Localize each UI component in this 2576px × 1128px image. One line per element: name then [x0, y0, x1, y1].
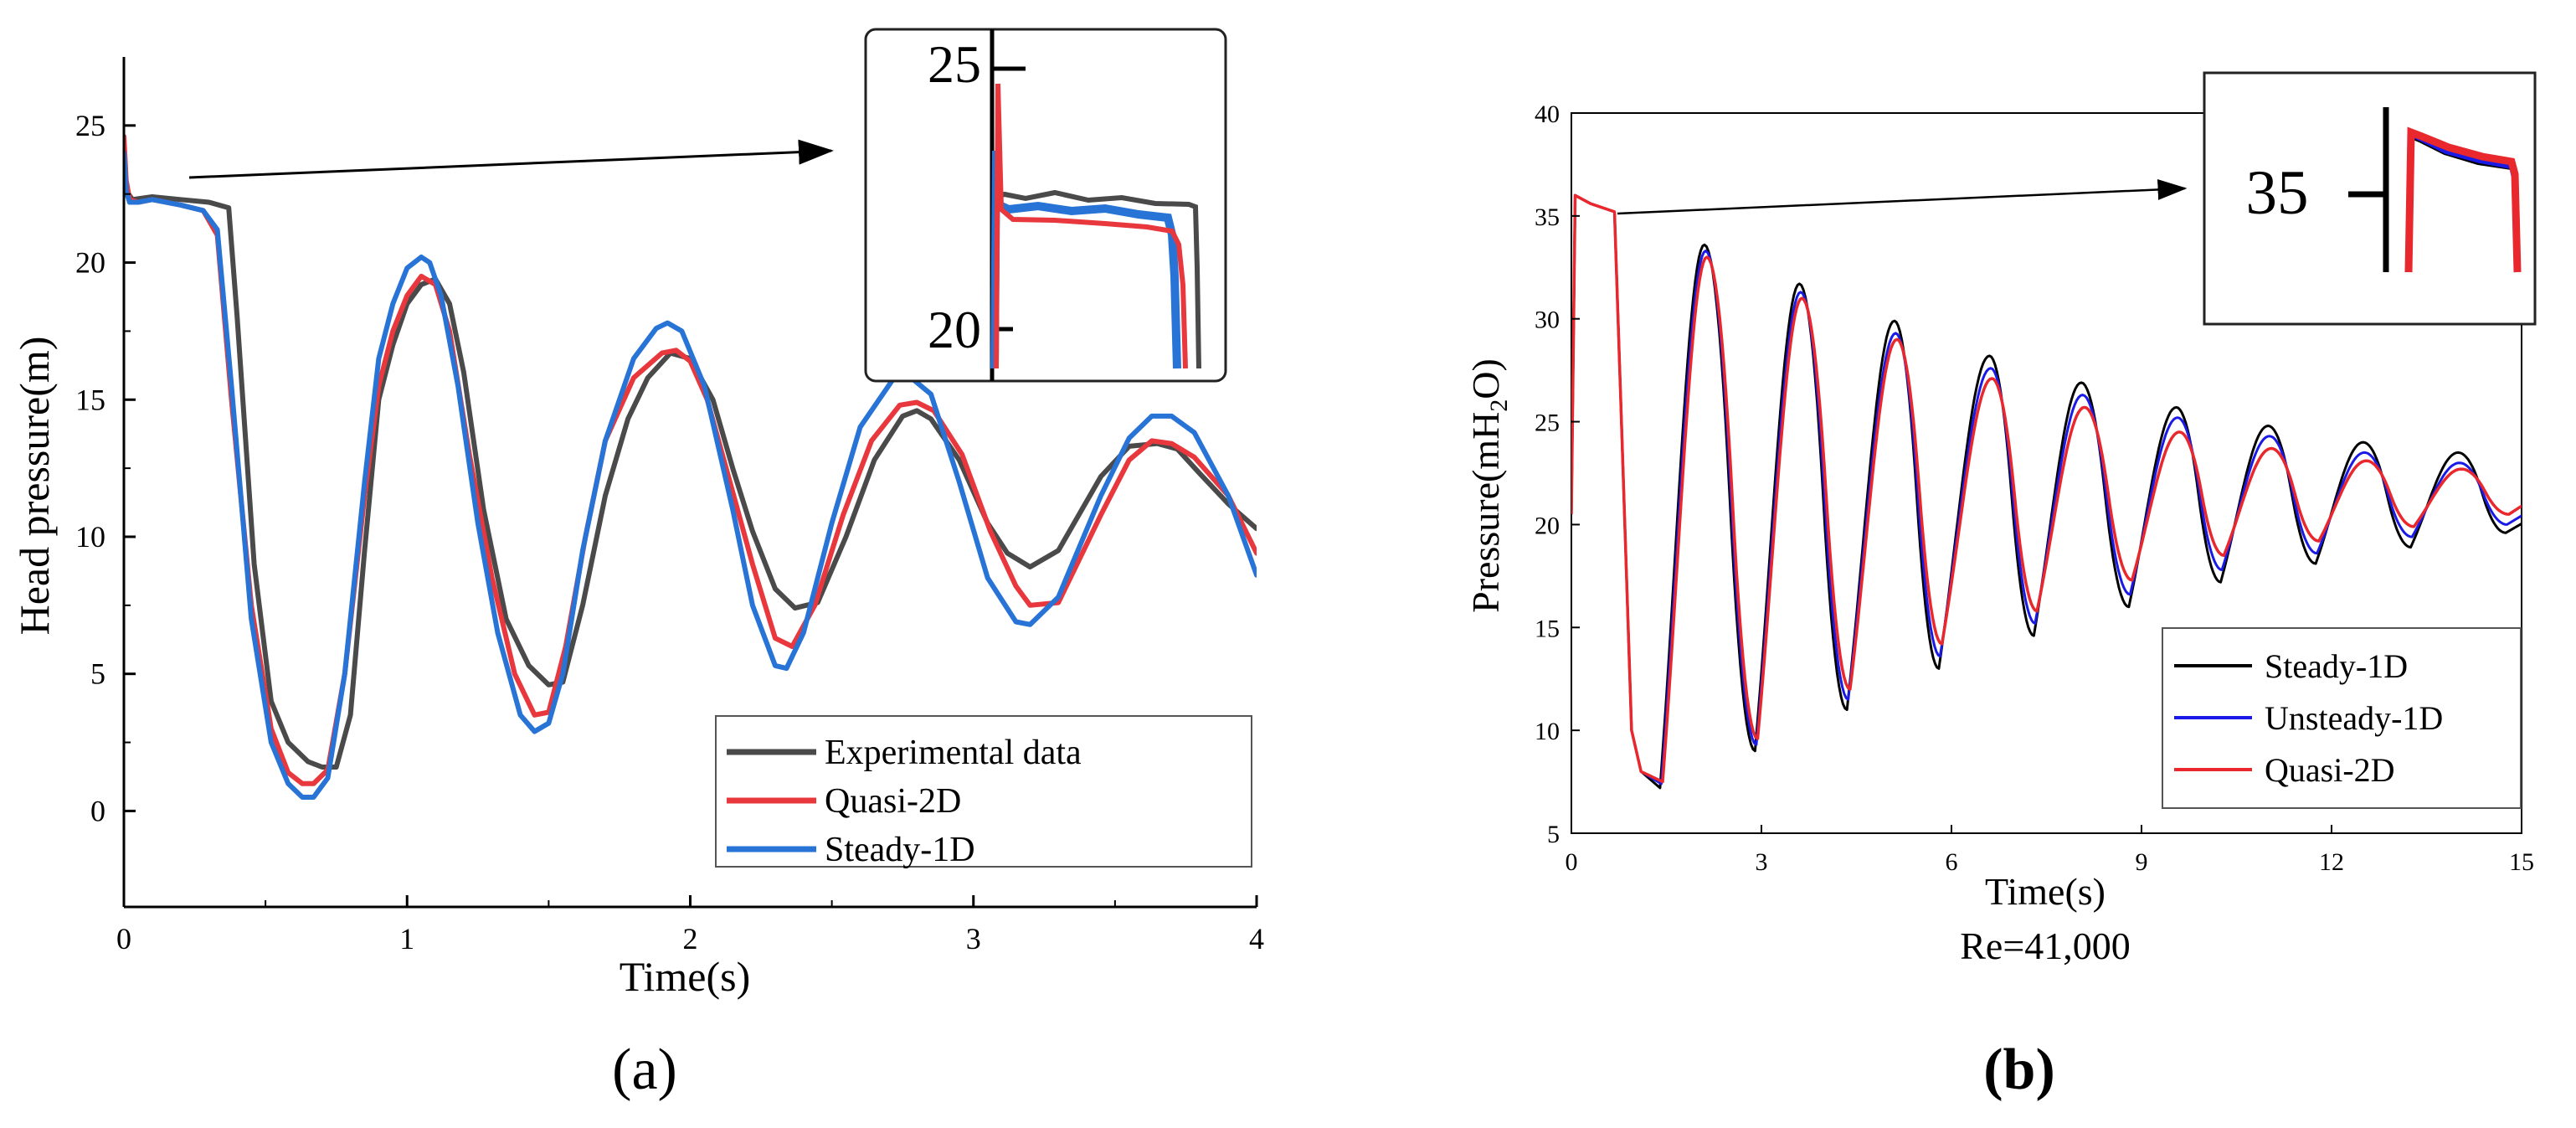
panel-b-y-tick-label: 40	[1535, 100, 1560, 128]
panel-a-inset-tick-label: 20	[928, 300, 981, 359]
panel-a-y-tick-label: 5	[90, 657, 105, 691]
panel-b-series-line-steady-1d	[1571, 193, 2522, 790]
panel-b-legend: Steady-1D Unsteady-1D Quasi-2D	[2162, 627, 2522, 809]
panel-b-y-tick-label: 25	[1535, 409, 1560, 437]
panel-a-inset: 25 20	[864, 28, 1227, 383]
panel-a-series-line-experimental-data	[124, 164, 1257, 770]
panel-b-label: (b)	[1983, 1038, 2055, 1102]
panel-a-y-label: Head pressure(m)	[11, 337, 58, 636]
panel-b-y-tick-label: 35	[1535, 203, 1560, 231]
panel-b-inset-tick-label: 35	[2246, 158, 2309, 228]
panel-a-y-tick-label: 0	[90, 794, 105, 827]
panel-b-zoom-arrow	[1617, 178, 2188, 215]
panel-a: 0 1 2 3 4 0 5 10 15 20 25 Time(s) Head pressure(m…	[11, 28, 1264, 1102]
panel-b-subtitle: Re=41,000	[1960, 925, 2131, 967]
panel-b-legend-label: Unsteady-1D	[2265, 699, 2443, 737]
panel-b-x-tick-label: 12	[2319, 848, 2344, 876]
panel-b-series-line-quasi-2d	[1571, 193, 2522, 784]
panel-b-legend-label: Steady-1D	[2265, 647, 2408, 685]
panel-a-x-axis: 0 1 2 3 4	[116, 895, 1264, 955]
panel-b-y-tick-label: 15	[1535, 615, 1560, 642]
panel-a-x-tick-label: 0	[116, 922, 131, 955]
panel-a-x-tick-label: 2	[683, 922, 698, 955]
panel-b-x-tick-label: 3	[1756, 848, 1768, 876]
panel-a-inset-line-quasi	[994, 83, 1188, 369]
panel-b-legend-entries: Steady-1D Unsteady-1D Quasi-2D	[2174, 647, 2443, 789]
panel-a-legend: Experimental data Quasi-2D Steady-1D	[715, 715, 1252, 869]
panel-b-x-tick-label: 0	[1566, 848, 1578, 876]
panel-b: 0 3 6 9 12 15 5 10 15 20 25 30 35 40 Time(s) Re=41,0…	[1464, 71, 2537, 1102]
panel-b-y-tick-label: 20	[1535, 512, 1560, 539]
panel-a-y-tick-label: 25	[75, 109, 105, 142]
panel-a-y-tick-label: 20	[75, 246, 105, 280]
panel-b-x-axis: 0 3 6 9 12 15	[1566, 825, 2534, 876]
panel-b-y-axis: 5 10 15 20 25 30 35 40	[1535, 100, 1580, 848]
panel-b-y-tick-label: 5	[1547, 821, 1560, 848]
panel-b-series	[1571, 193, 2522, 790]
panel-a-x-tick-label: 4	[1249, 922, 1264, 955]
panel-a-inset-tick-label: 25	[928, 34, 981, 94]
panel-b-series-line-unsteady-1d	[1571, 193, 2522, 785]
panel-a-y-tick-label: 15	[75, 383, 105, 416]
panel-a-y-tick-label: 10	[75, 520, 105, 554]
panel-b-y-tick-label: 30	[1535, 306, 1560, 334]
panel-b-inset: 35	[2203, 71, 2537, 326]
panel-b-x-tick-label: 9	[2136, 848, 2148, 876]
panel-b-legend-label: Quasi-2D	[2265, 751, 2395, 789]
panel-b-x-label: Time(s)	[1985, 870, 2106, 913]
panel-a-zoom-arrow	[188, 139, 834, 179]
panel-a-legend-label: Experimental data	[825, 734, 1082, 772]
panel-a-x-tick-label: 1	[399, 922, 414, 955]
panel-a-series-line-steady-1d	[124, 150, 1257, 800]
panel-b-y-label: Pressure(mH2O)	[1464, 358, 1513, 613]
panel-b-x-tick-label: 6	[1946, 848, 1958, 876]
panel-a-legend-label: Quasi-2D	[825, 782, 961, 821]
panel-a-legend-entries: Experimental data Quasi-2D Steady-1D	[727, 734, 1082, 869]
panel-a-x-label: Time(s)	[620, 953, 751, 1000]
panel-a-x-tick-label: 3	[966, 922, 981, 955]
panel-a-series	[124, 134, 1257, 800]
panel-a-label: (a)	[612, 1038, 677, 1102]
panel-b-inset-line-quasi	[2404, 126, 2522, 273]
panel-a-y-axis: 0 5 10 15 20 25	[75, 57, 136, 907]
panel-b-x-tick-label: 15	[2509, 848, 2534, 876]
panel-a-legend-label: Steady-1D	[825, 831, 975, 869]
panel-b-y-tick-label: 10	[1535, 718, 1560, 745]
